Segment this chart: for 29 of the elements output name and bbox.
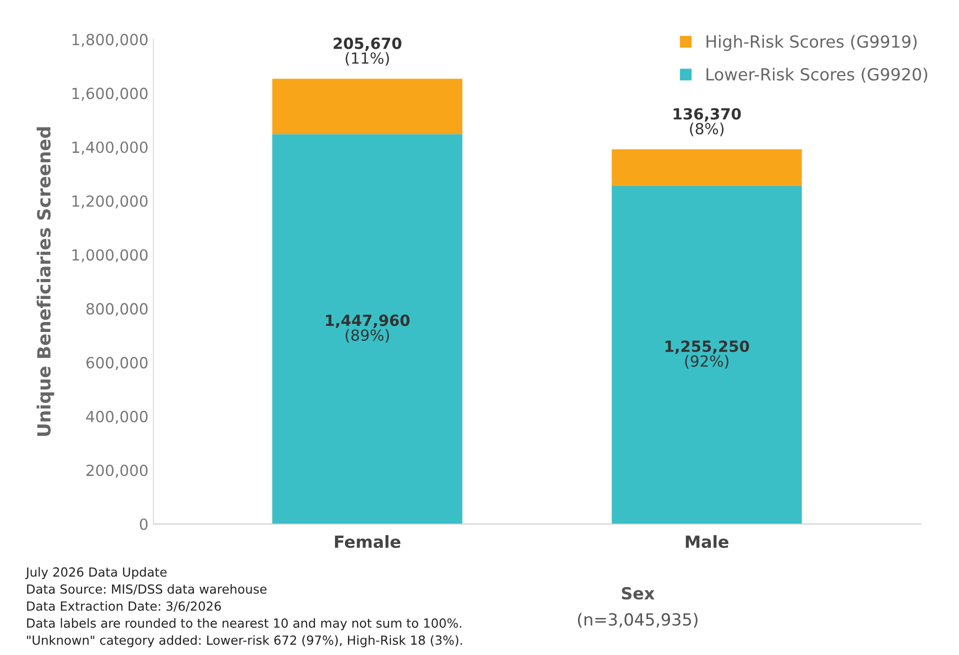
data-label: 205,670 (11%) <box>334 38 402 66</box>
data-label: 136,370 (8%) <box>674 108 741 136</box>
legend-label: High-Risk Scores (G9919) <box>706 34 917 52</box>
x-axis-title: Sex (n=3,045,935) <box>578 586 698 628</box>
data-label: 1,255,250 (92%) <box>665 340 750 369</box>
y-tick-label: 1,400,000 <box>72 141 148 155</box>
y-tick-label: 1,000,000 <box>72 249 148 262</box>
text: Data labels are rounded to the nearest 10 and may not sum to 100%. <box>27 618 462 630</box>
y-axis-title: Unique Beneficiaries Screened <box>36 127 54 436</box>
source-note: Data Source: MIS/DSS data warehouse <box>27 584 266 595</box>
x-tick-label: Female <box>335 535 400 548</box>
bar <box>272 134 462 524</box>
legend-label: Lower-Risk Scores (G9920) <box>706 68 928 83</box>
x-tick-label: Male <box>686 535 728 548</box>
text: July 2026 Data Update <box>25 567 167 580</box>
y-tick-label: 400,000 <box>86 410 148 424</box>
data-label: 1,447,960 (89%) <box>326 314 410 343</box>
text: "Unknown" category added: Lower-risk 672 (97%), High-Risk 18 (3%). <box>27 635 462 648</box>
y-tick-label: 0 <box>140 518 148 530</box>
bar <box>612 149 802 186</box>
y-tick-label: 200,000 <box>86 464 148 478</box>
y-tick-label: 600,000 <box>86 356 148 370</box>
text: Data Extraction Date: 3/6/2026 <box>27 601 221 612</box>
bar <box>272 78 462 134</box>
y-tick-label: 1,200,000 <box>72 195 148 208</box>
y-tick-label: 800,000 <box>86 303 148 316</box>
y-tick-label: 1,600,000 <box>72 88 148 101</box>
bar <box>612 186 802 524</box>
y-tick-label: 1,800,000 <box>72 34 148 47</box>
